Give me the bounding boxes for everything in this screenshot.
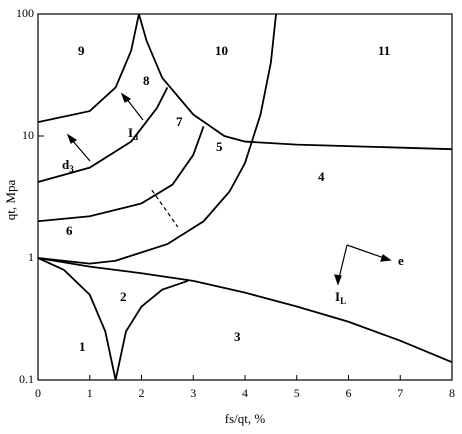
x-tick-label: 4 [242, 386, 248, 400]
boundary-line [37, 126, 205, 223]
boundary-line [37, 257, 117, 381]
plot-frame [37, 13, 453, 381]
x-tick-label: 0 [35, 386, 41, 400]
region-label: 9 [78, 43, 85, 58]
boundary-line [37, 87, 169, 183]
region-label: 5 [216, 139, 223, 154]
y-tick-label: 1 [28, 250, 34, 264]
region-label: 2 [120, 289, 127, 304]
x-tick-label: 2 [139, 386, 145, 400]
region-label: 11 [378, 43, 390, 58]
y-tick-label: 100 [16, 6, 34, 20]
annotation: e [398, 253, 404, 268]
y-tick-label: 10 [22, 128, 34, 142]
region-label: 6 [66, 223, 73, 238]
x-tick-label: 5 [294, 386, 300, 400]
y-axis-label: qt, Mpa [3, 180, 18, 221]
boundary-line [37, 13, 277, 265]
annotation: d3 [62, 157, 74, 174]
region-label: 3 [234, 329, 241, 344]
x-tick-label: 3 [190, 386, 196, 400]
boundary-line [37, 13, 140, 123]
annotation: IL [335, 289, 346, 306]
boundary-line [151, 189, 179, 228]
region-label: 1 [79, 339, 86, 354]
region-label: 4 [318, 169, 325, 184]
region-label: 8 [143, 73, 150, 88]
x-tick-label: 6 [346, 386, 352, 400]
y-tick-label: 0.1 [19, 372, 34, 386]
boundary-line [138, 13, 453, 151]
boundary-line [114, 279, 189, 381]
x-tick-label: 1 [87, 386, 93, 400]
x-tick-label: 7 [397, 386, 403, 400]
boundary-line [37, 257, 453, 364]
region-label: 10 [215, 43, 228, 58]
x-tick-label: 8 [449, 386, 455, 400]
region-label: 7 [176, 114, 183, 129]
arrows [66, 92, 392, 286]
x-axis-label: fs/qt, % [225, 411, 266, 426]
